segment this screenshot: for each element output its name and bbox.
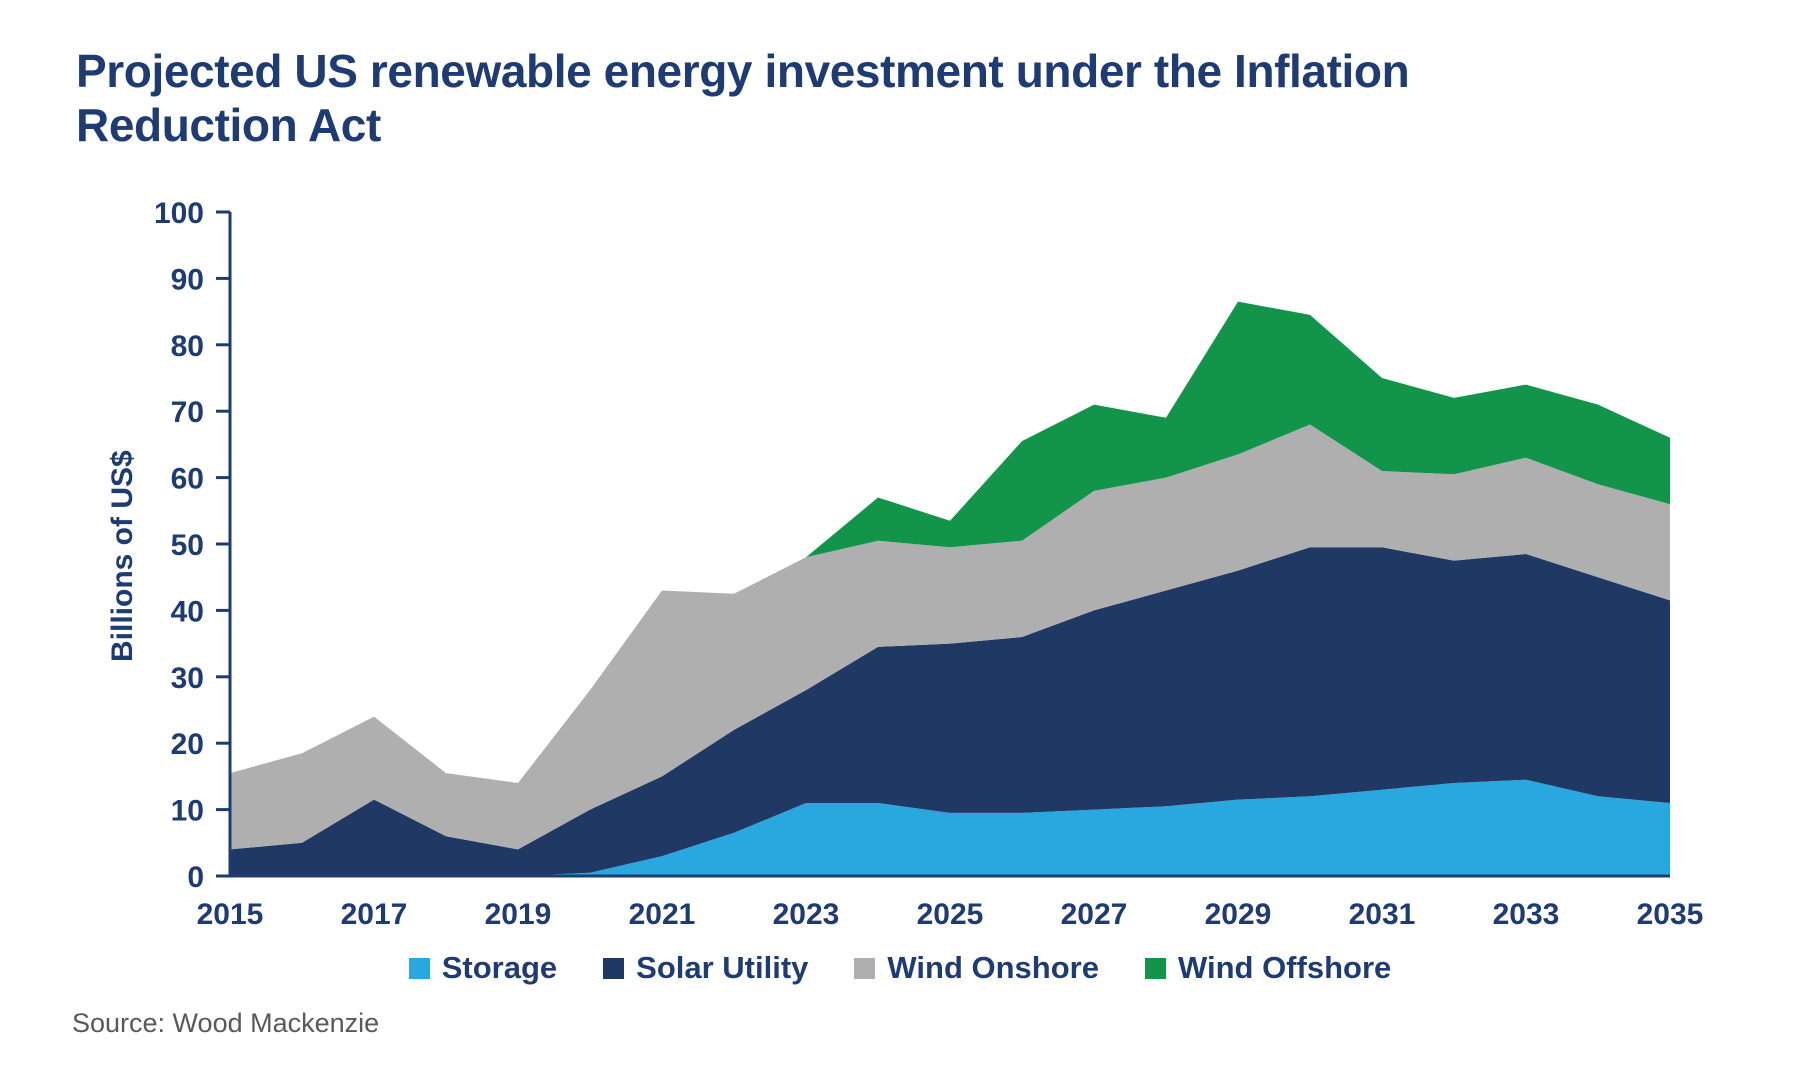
legend-item-storage: Storage	[408, 950, 558, 986]
y-tick-label: 20	[171, 728, 204, 761]
x-tick-label: 2021	[629, 898, 696, 931]
x-tick-label: 2027	[1061, 898, 1128, 931]
x-tick-label: 2033	[1493, 898, 1560, 931]
source-text: Source: Wood Mackenzie	[72, 1008, 380, 1038]
area-storage	[230, 779, 1670, 876]
legend-item-wind-onshore: Wind Onshore	[854, 950, 1099, 986]
legend-swatch	[1144, 957, 1166, 979]
x-tick-label: 2017	[341, 898, 408, 931]
legend-label: Wind Onshore	[887, 950, 1099, 985]
y-tick-label: 70	[171, 396, 204, 429]
x-tick-label: 2023	[773, 898, 840, 931]
y-tick-label: 10	[171, 795, 204, 828]
legend-label: Wind Offshore	[1177, 950, 1392, 985]
y-tick-label: 100	[154, 197, 204, 230]
x-tick-label: 2029	[1205, 898, 1272, 931]
legend-swatch	[408, 957, 430, 979]
legend-label: Storage	[441, 950, 558, 985]
area-solar-utility	[230, 547, 1670, 876]
x-tick-label: 2025	[917, 898, 984, 931]
x-tick-label: 2015	[197, 898, 264, 931]
legend-item-solar-utility: Solar Utility	[603, 950, 808, 986]
y-tick-label: 40	[171, 595, 204, 628]
y-tick-label: 80	[171, 330, 204, 363]
y-tick-label: 30	[171, 662, 204, 695]
legend-item-wind-offshore: Wind Offshore	[1144, 950, 1392, 986]
y-tick-label: 50	[171, 529, 204, 562]
chart-title: Projected US renewable energy investment…	[76, 45, 1410, 152]
y-tick-label: 60	[171, 463, 204, 496]
legend-swatch	[603, 957, 625, 979]
x-tick-label: 2019	[485, 898, 552, 931]
legend-swatch	[854, 957, 876, 979]
y-tick-label: 90	[171, 263, 204, 296]
chart-legend: Storage Solar Utility Wind Onshore Wind Off…	[0, 950, 1800, 986]
area-wind-onshore	[230, 424, 1670, 850]
y-tick-label: 0	[187, 861, 204, 894]
x-tick-label: 2035	[1637, 898, 1704, 931]
area-wind-offshore	[230, 301, 1670, 783]
legend-label: Solar Utility	[636, 950, 809, 985]
x-tick-label: 2031	[1349, 898, 1416, 931]
